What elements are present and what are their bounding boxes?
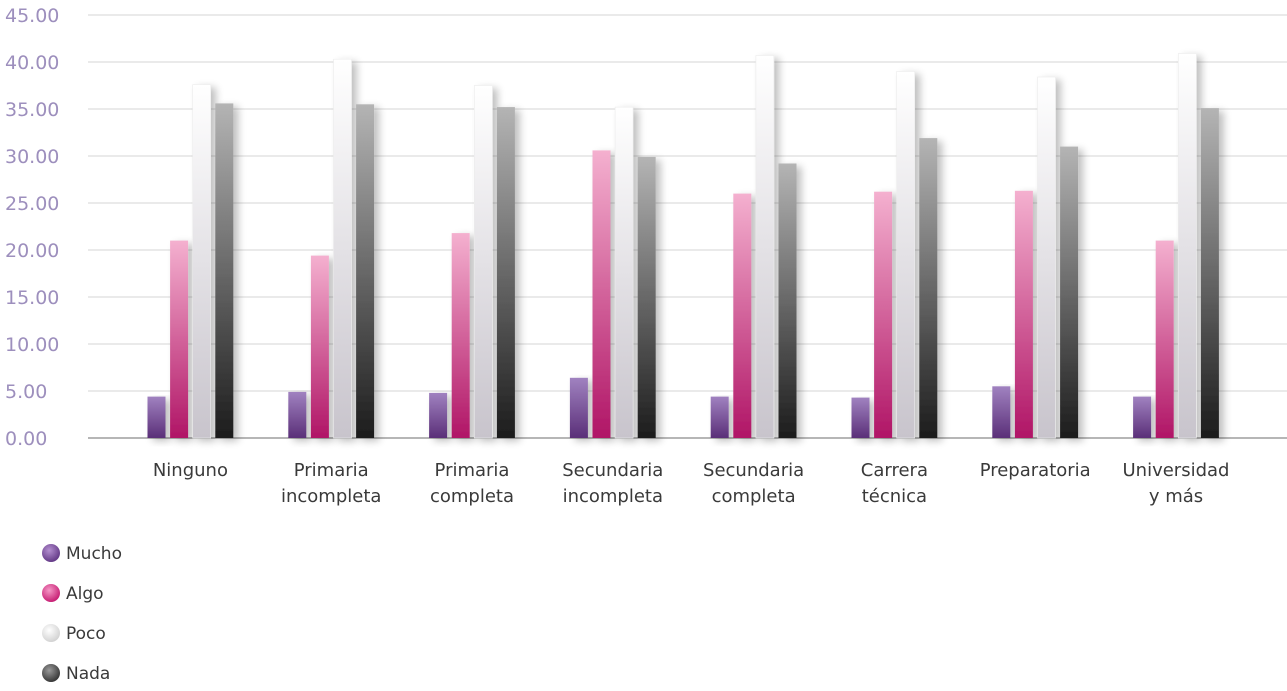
bar-poco-6 bbox=[1037, 76, 1056, 439]
bar-mucho-2 bbox=[429, 392, 448, 438]
bar-algo-2 bbox=[451, 233, 470, 438]
bar-algo-3 bbox=[592, 150, 611, 438]
bar-mucho-0 bbox=[147, 396, 166, 438]
legend-label-mucho: Mucho bbox=[66, 544, 122, 564]
y-tick-label: 35.00 bbox=[5, 99, 59, 121]
y-tick-label: 10.00 bbox=[5, 334, 59, 356]
bar-poco-3 bbox=[614, 106, 634, 439]
bar-algo-1 bbox=[310, 255, 329, 438]
x-tick-label: Secundaria incompleta bbox=[562, 460, 663, 507]
legend-label-nada: Nada bbox=[66, 664, 110, 684]
bar-nada-3 bbox=[637, 156, 656, 438]
bar-poco-7 bbox=[1178, 53, 1197, 439]
y-tick-label: 40.00 bbox=[5, 52, 59, 74]
y-tick-label: 5.00 bbox=[5, 381, 47, 403]
bar-algo-7 bbox=[1155, 240, 1174, 438]
legend-label-algo: Algo bbox=[66, 584, 104, 604]
legend-marker-poco bbox=[42, 624, 60, 642]
bar-mucho-7 bbox=[1133, 396, 1152, 438]
bar-mucho-6 bbox=[992, 386, 1011, 438]
bar-poco-2 bbox=[473, 85, 493, 439]
x-tick-label: Primaria completa bbox=[430, 460, 514, 507]
bar-poco-4 bbox=[755, 55, 775, 439]
legend-label-poco: Poco bbox=[66, 624, 106, 644]
y-tick-label: 15.00 bbox=[5, 287, 59, 309]
bar-mucho-4 bbox=[710, 396, 729, 438]
bar-mucho-3 bbox=[569, 377, 588, 438]
y-tick-label: 25.00 bbox=[5, 193, 59, 215]
bar-algo-5 bbox=[874, 191, 893, 438]
bar-nada-5 bbox=[919, 138, 938, 438]
bars bbox=[147, 53, 1219, 439]
y-tick-label: 20.00 bbox=[5, 240, 59, 262]
bar-nada-4 bbox=[778, 163, 797, 438]
bar-nada-0 bbox=[215, 103, 234, 439]
grid-layer bbox=[88, 14, 1287, 439]
y-tick-label: 45.00 bbox=[5, 5, 59, 27]
bar-nada-6 bbox=[1060, 146, 1079, 438]
bar-nada-2 bbox=[496, 107, 515, 438]
bar-algo-0 bbox=[170, 240, 189, 438]
x-tick-label: Ninguno bbox=[153, 460, 228, 481]
y-axis: 0.00 5.00 10.00 15.00 20.00 25.00 30.00 35.00 40… bbox=[5, 5, 59, 450]
x-tick-label: Preparatoria bbox=[980, 460, 1091, 481]
x-tick-label: Secundaria completa bbox=[703, 460, 804, 507]
bar-poco-5 bbox=[896, 71, 916, 439]
x-tick-label: Primaria incompleta bbox=[281, 460, 381, 507]
legend-marker-nada bbox=[42, 664, 60, 682]
bar-poco-0 bbox=[192, 84, 211, 439]
bar-mucho-5 bbox=[851, 397, 870, 438]
bar-poco-1 bbox=[333, 58, 352, 439]
x-axis: Ninguno Primaria incompleta Primaria complet… bbox=[153, 460, 1230, 507]
bar-algo-4 bbox=[733, 193, 752, 438]
x-tick-label: Universidad y más bbox=[1123, 460, 1230, 507]
y-tick-label: 0.00 bbox=[5, 428, 47, 450]
x-tick-label: Carrera técnica bbox=[861, 460, 928, 507]
bar-nada-1 bbox=[356, 104, 375, 439]
legend: Mucho Algo Poco Nada bbox=[42, 544, 122, 684]
bar-nada-7 bbox=[1200, 108, 1219, 438]
legend-marker-algo bbox=[42, 584, 60, 602]
legend-marker-mucho bbox=[42, 544, 60, 562]
y-tick-label: 30.00 bbox=[5, 146, 59, 168]
bar-algo-6 bbox=[1014, 190, 1033, 438]
bar-mucho-1 bbox=[288, 391, 307, 438]
